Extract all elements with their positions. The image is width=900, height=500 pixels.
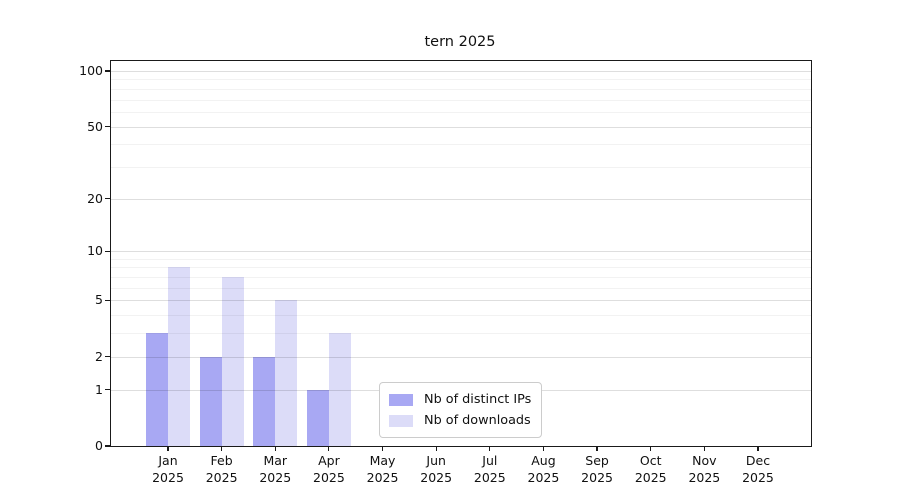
x-axis-month: Oct (639, 453, 662, 468)
x-axis-tick (596, 446, 598, 451)
y-axis-tick-label: 20 (87, 190, 103, 206)
bar-distinct-ips (199, 356, 222, 446)
x-axis-month: Apr (318, 453, 340, 468)
x-axis-tick (757, 446, 759, 451)
x-axis-tick (274, 446, 276, 451)
gridline-minor (111, 99, 811, 101)
y-axis-tick (105, 445, 110, 447)
gridline-minor (111, 267, 811, 269)
y-axis-tick (105, 250, 110, 252)
x-axis-month: Aug (531, 453, 556, 468)
x-axis-tick-label: Mar 2025 (240, 453, 310, 486)
x-axis-year: 2025 (313, 469, 345, 485)
bar-downloads (328, 333, 351, 446)
x-axis-month: Jan (158, 453, 178, 468)
legend: Nb of distinct IPs Nb of downloads (379, 382, 543, 438)
bar-distinct-ips (146, 333, 168, 446)
gridline-major (111, 126, 811, 128)
x-axis-tick-label: Sep 2025 (562, 453, 632, 486)
y-axis-tick-label: 0 (95, 438, 103, 453)
x-axis-tick (489, 446, 491, 451)
x-axis-year: 2025 (152, 469, 184, 485)
y-axis-tick (105, 389, 110, 391)
y-axis-tick-label: 5 (95, 292, 103, 308)
x-axis-month: Jul (482, 453, 498, 468)
x-axis-tick (542, 446, 545, 451)
y-axis-tick (105, 299, 110, 301)
legend-swatch-distinct-ips (389, 393, 413, 406)
legend-label-downloads: Nb of downloads (424, 413, 531, 428)
chart-title: tern 2025 (424, 34, 496, 50)
y-axis-tick (105, 198, 110, 200)
x-axis-year: 2025 (634, 469, 667, 485)
legend-item-downloads: Nb of downloads (389, 410, 531, 431)
x-axis-tick-label: Jan 2025 (133, 453, 203, 486)
x-axis-year: 2025 (473, 469, 506, 485)
bar-downloads (168, 267, 190, 446)
gridline-minor (111, 111, 811, 113)
x-axis-month: Mar (263, 453, 288, 468)
x-axis-tick-label: Oct 2025 (616, 453, 686, 486)
x-axis-tick-label: Jul 2025 (455, 453, 525, 486)
gridline-minor (111, 166, 811, 168)
x-axis-year: 2025 (205, 469, 238, 485)
x-axis-tick-label: Nov 2025 (669, 453, 739, 486)
x-axis-tick (328, 446, 330, 451)
x-axis-month: Jun (426, 453, 446, 468)
y-axis-tick (105, 125, 110, 128)
x-axis-tick (221, 446, 223, 451)
x-axis-year: 2025 (527, 469, 560, 485)
y-axis-tick-label: 1 (95, 381, 103, 397)
x-axis-tick (167, 446, 169, 451)
gridline-major (111, 71, 811, 72)
x-axis-month: May (369, 453, 396, 468)
x-axis-tick (381, 446, 384, 451)
gridline-major (111, 251, 811, 253)
gridline-minor (111, 258, 811, 260)
x-axis-tick-label: Feb 2025 (187, 453, 257, 486)
x-axis-year: 2025 (259, 469, 292, 485)
x-axis-year: 2025 (366, 469, 399, 485)
gridline-minor (111, 277, 811, 279)
bar-distinct-ips (306, 389, 329, 446)
x-axis-year: 2025 (688, 469, 721, 485)
x-axis-month: Nov (692, 453, 717, 468)
plot-area: Nb of distinct IPs Nb of downloads 0 1 2 5 1… (79, 60, 812, 485)
x-axis-year: 2025 (581, 469, 613, 485)
x-axis-tick (435, 446, 437, 451)
legend-item-distinct-ips: Nb of distinct IPs (389, 389, 531, 410)
legend-label-distinct-ips: Nb of distinct IPs (424, 392, 532, 407)
x-axis-tick-label: Aug 2025 (508, 453, 578, 486)
gridline-minor (111, 315, 811, 317)
gridline-minor (111, 287, 811, 289)
gridline-minor (111, 79, 811, 81)
x-axis-month: Dec (745, 453, 771, 468)
x-axis-tick-label: Apr 2025 (294, 453, 364, 486)
y-axis-tick (105, 356, 110, 358)
y-axis-tick-label: 2 (95, 348, 103, 364)
x-axis-tick-label: May 2025 (348, 453, 418, 486)
x-axis-year: 2025 (742, 469, 774, 485)
gridline-major (111, 198, 811, 200)
gridline-minor (111, 333, 811, 335)
x-axis-tick-label: Dec 2025 (723, 453, 793, 486)
x-axis-year: 2025 (420, 469, 453, 485)
x-axis-tick (703, 446, 705, 451)
x-axis-tick (650, 446, 652, 451)
gridline-minor (111, 144, 811, 146)
bar-downloads (275, 300, 298, 446)
y-axis-tick (105, 70, 110, 72)
legend-swatch-downloads (389, 414, 413, 427)
gridline-minor (111, 88, 811, 90)
gridline-major (111, 300, 811, 302)
bar-distinct-ips (253, 356, 276, 446)
y-axis-tick-label: 50 (87, 118, 103, 134)
x-axis-month: Sep (585, 453, 609, 468)
x-axis-tick-label: Jun 2025 (401, 453, 471, 486)
y-axis-tick-label: 10 (87, 243, 103, 259)
y-axis-tick-label: 100 (79, 63, 103, 78)
x-axis-month: Feb (210, 453, 233, 468)
bar-downloads (221, 277, 244, 446)
